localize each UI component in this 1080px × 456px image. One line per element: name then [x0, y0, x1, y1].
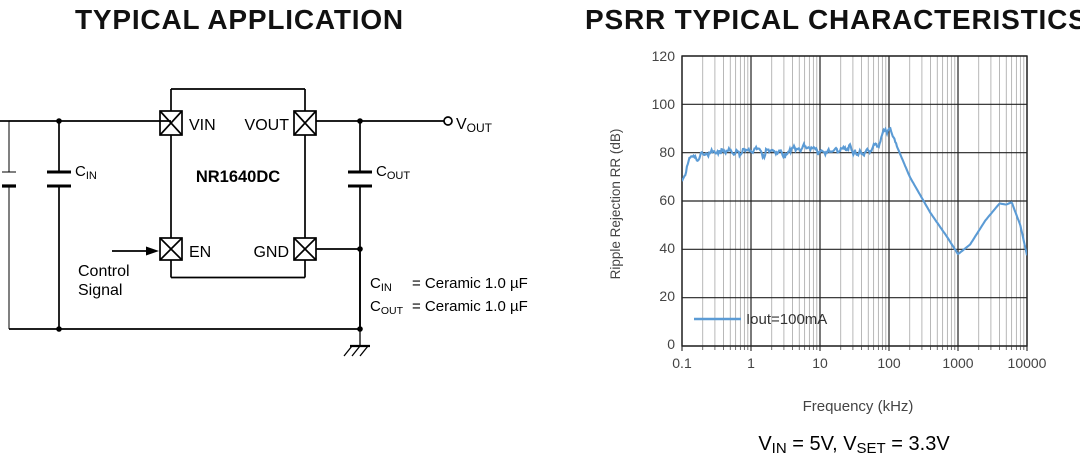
svg-text:100: 100: [652, 96, 676, 112]
svg-text:GND: GND: [253, 244, 289, 261]
svg-text:VOUT: VOUT: [456, 116, 493, 135]
svg-text:100: 100: [877, 355, 901, 371]
svg-text:10: 10: [812, 355, 828, 371]
svg-text:1: 1: [747, 355, 755, 371]
svg-text:120: 120: [652, 48, 676, 64]
svg-text:EN: EN: [189, 244, 211, 261]
svg-text:CIN: CIN: [370, 275, 392, 294]
svg-text:Iout=100mA: Iout=100mA: [746, 311, 827, 328]
svg-text:COUT: COUT: [376, 163, 410, 182]
svg-text:COUT: COUT: [370, 298, 404, 317]
svg-text:= Ceramic 1.0 µF: = Ceramic 1.0 µF: [412, 298, 528, 315]
svg-text:Frequency (kHz): Frequency (kHz): [803, 398, 914, 415]
svg-text:10000: 10000: [1008, 355, 1047, 371]
svg-text:40: 40: [659, 240, 675, 256]
svg-text:= Ceramic 1.0 µF: = Ceramic 1.0 µF: [412, 275, 528, 292]
svg-text:CIN: CIN: [75, 163, 97, 182]
svg-text:Signal: Signal: [78, 282, 122, 299]
svg-text:NR1640DC: NR1640DC: [196, 168, 280, 186]
svg-text:60: 60: [659, 192, 675, 208]
svg-text:20: 20: [659, 288, 675, 304]
svg-text:Control: Control: [78, 263, 130, 280]
svg-text:0: 0: [667, 336, 675, 352]
svg-text:1000: 1000: [942, 355, 973, 371]
svg-text:80: 80: [659, 144, 675, 160]
svg-text:VIN = 5V, VSET = 3.3V: VIN = 5V, VSET = 3.3V: [758, 433, 950, 456]
svg-text:0.1: 0.1: [672, 355, 692, 371]
svg-text:VIN: VIN: [189, 117, 216, 134]
svg-text:Ripple Rejection RR (dB): Ripple Rejection RR (dB): [608, 129, 623, 280]
svg-text:VOUT: VOUT: [245, 117, 290, 134]
